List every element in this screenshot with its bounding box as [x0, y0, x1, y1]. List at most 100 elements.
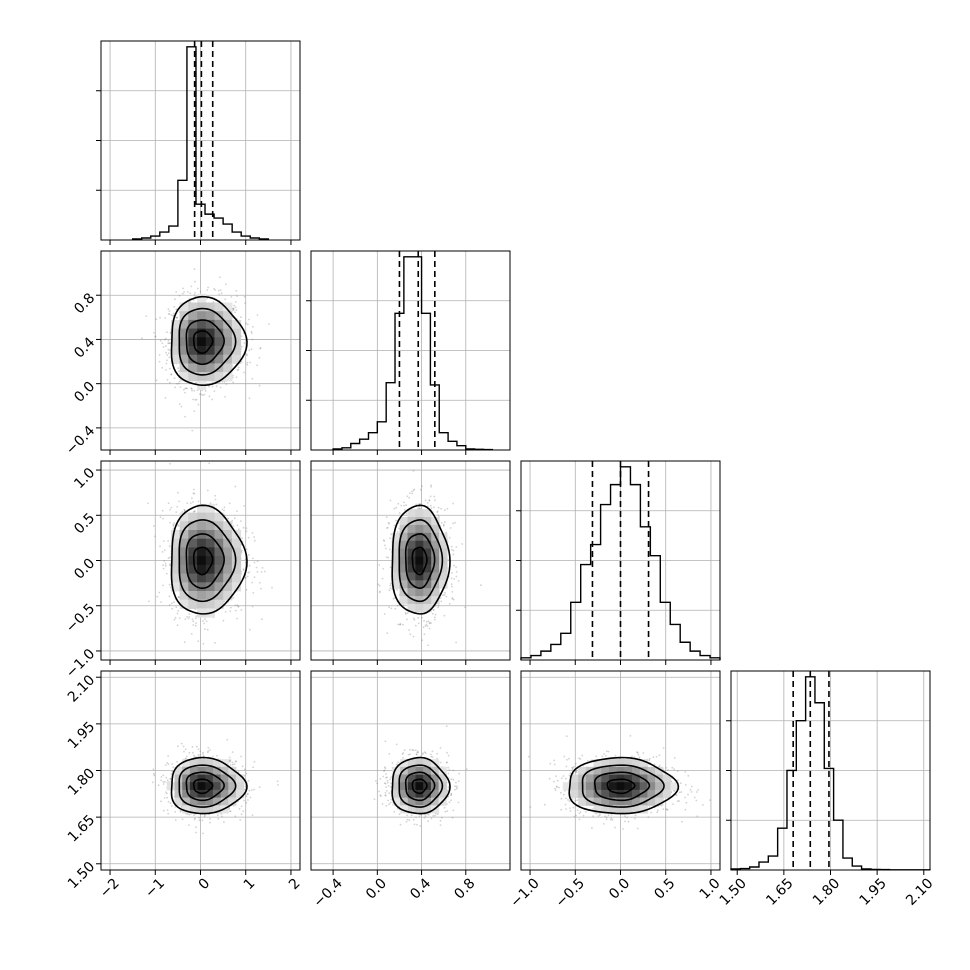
scatter-point: [673, 757, 676, 759]
scatter-point: [584, 811, 587, 813]
scatter-point: [411, 749, 414, 751]
scatter-point: [450, 545, 453, 548]
scatter-point: [676, 800, 679, 803]
scatter-point: [225, 383, 228, 385]
scatter-point: [180, 742, 183, 745]
density-cell: [223, 302, 233, 312]
x-tick-label: 1.95: [857, 875, 890, 908]
scatter-point: [167, 557, 170, 559]
scatter-point: [450, 583, 453, 586]
scatter-point: [454, 785, 456, 788]
density-cell: [197, 759, 206, 768]
scatter-point: [393, 810, 396, 813]
scatter-point: [192, 624, 195, 626]
scatter-point: [203, 814, 206, 817]
contour-line: [568, 756, 680, 815]
scatter-point: [162, 584, 164, 587]
density-cell: [585, 774, 595, 783]
scatter-point: [247, 779, 250, 782]
scatter-point: [213, 390, 216, 392]
density-cell: [205, 582, 216, 592]
scatter-point: [553, 763, 556, 766]
scatter-point: [455, 788, 458, 790]
scatter-point: [245, 801, 248, 804]
x-tick-label: 1.80: [810, 875, 843, 908]
scatter-point: [245, 548, 248, 551]
scatter-point: [199, 753, 202, 756]
scatter-point: [160, 779, 163, 782]
scatter-point: [566, 758, 568, 761]
density-cell: [197, 363, 207, 373]
scatter-point: [429, 495, 432, 498]
scatter-point: [421, 485, 423, 488]
density-cell: [166, 782, 175, 791]
scatter-point: [155, 318, 158, 321]
scatter-point: [437, 506, 440, 509]
contour-line: [185, 533, 225, 590]
scatter-point: [195, 398, 198, 401]
scatter-point: [168, 356, 171, 359]
density-cell: [647, 766, 656, 775]
scatter-point: [214, 498, 217, 501]
scatter-point: [702, 804, 704, 806]
scatter-point: [647, 816, 650, 818]
scatter-point: [407, 753, 410, 756]
scatter-point: [709, 799, 711, 801]
density-cell: [423, 596, 432, 605]
density-cell: [624, 797, 633, 806]
scatter-point: [165, 337, 167, 340]
scatter-point: [232, 525, 235, 528]
density-cell: [188, 530, 198, 540]
scatter-point: [446, 810, 449, 813]
density-cell: [423, 588, 432, 597]
scatter-point: [166, 762, 169, 764]
scatter-point: [198, 819, 201, 822]
scatter-point: [191, 389, 193, 392]
density-cell: [214, 319, 224, 330]
scatter-point: [443, 806, 446, 809]
density-cell: [214, 302, 224, 312]
density-cell: [601, 797, 610, 806]
scatter-point: [387, 781, 389, 784]
scatter-point: [168, 564, 171, 566]
scatter-point: [565, 808, 567, 810]
density-cell: [214, 372, 224, 382]
scatter-point: [662, 808, 665, 811]
density-cell: [407, 789, 416, 799]
scatter-point: [433, 616, 436, 619]
density-cell: [179, 599, 189, 609]
scatter-point: [398, 527, 400, 530]
scatter-point: [446, 751, 448, 754]
scatter-point: [461, 543, 464, 545]
density-blocks: [391, 509, 448, 613]
scatter-point: [430, 753, 432, 756]
scatter-point: [243, 505, 246, 507]
density-cell: [632, 805, 641, 814]
density-cell: [231, 354, 242, 364]
scatter-point: [256, 560, 259, 563]
scatter-point: [240, 551, 243, 554]
scatter-point: [416, 750, 419, 753]
scatter-point: [411, 492, 414, 495]
density-cell: [391, 572, 401, 581]
scatter-point: [178, 617, 181, 619]
scatter-point: [410, 814, 413, 817]
scatter-point: [572, 765, 575, 768]
density-cell: [407, 572, 416, 581]
scatter-point: [159, 339, 162, 342]
density-cell: [662, 782, 671, 791]
scatter-point: [614, 754, 617, 757]
scatter-point: [153, 774, 156, 777]
scatter-point: [162, 567, 165, 570]
scatter-point: [381, 577, 384, 580]
density-cell: [601, 789, 610, 799]
density-cell: [205, 591, 216, 601]
scatter-point: [223, 600, 226, 603]
density-cell: [197, 319, 207, 330]
scatter-point: [184, 387, 187, 390]
contour-line: [398, 764, 444, 808]
scatter-point: [233, 763, 236, 766]
scatter-point: [178, 403, 181, 405]
scatter-point: [247, 536, 250, 539]
scatter-point: [228, 760, 231, 762]
